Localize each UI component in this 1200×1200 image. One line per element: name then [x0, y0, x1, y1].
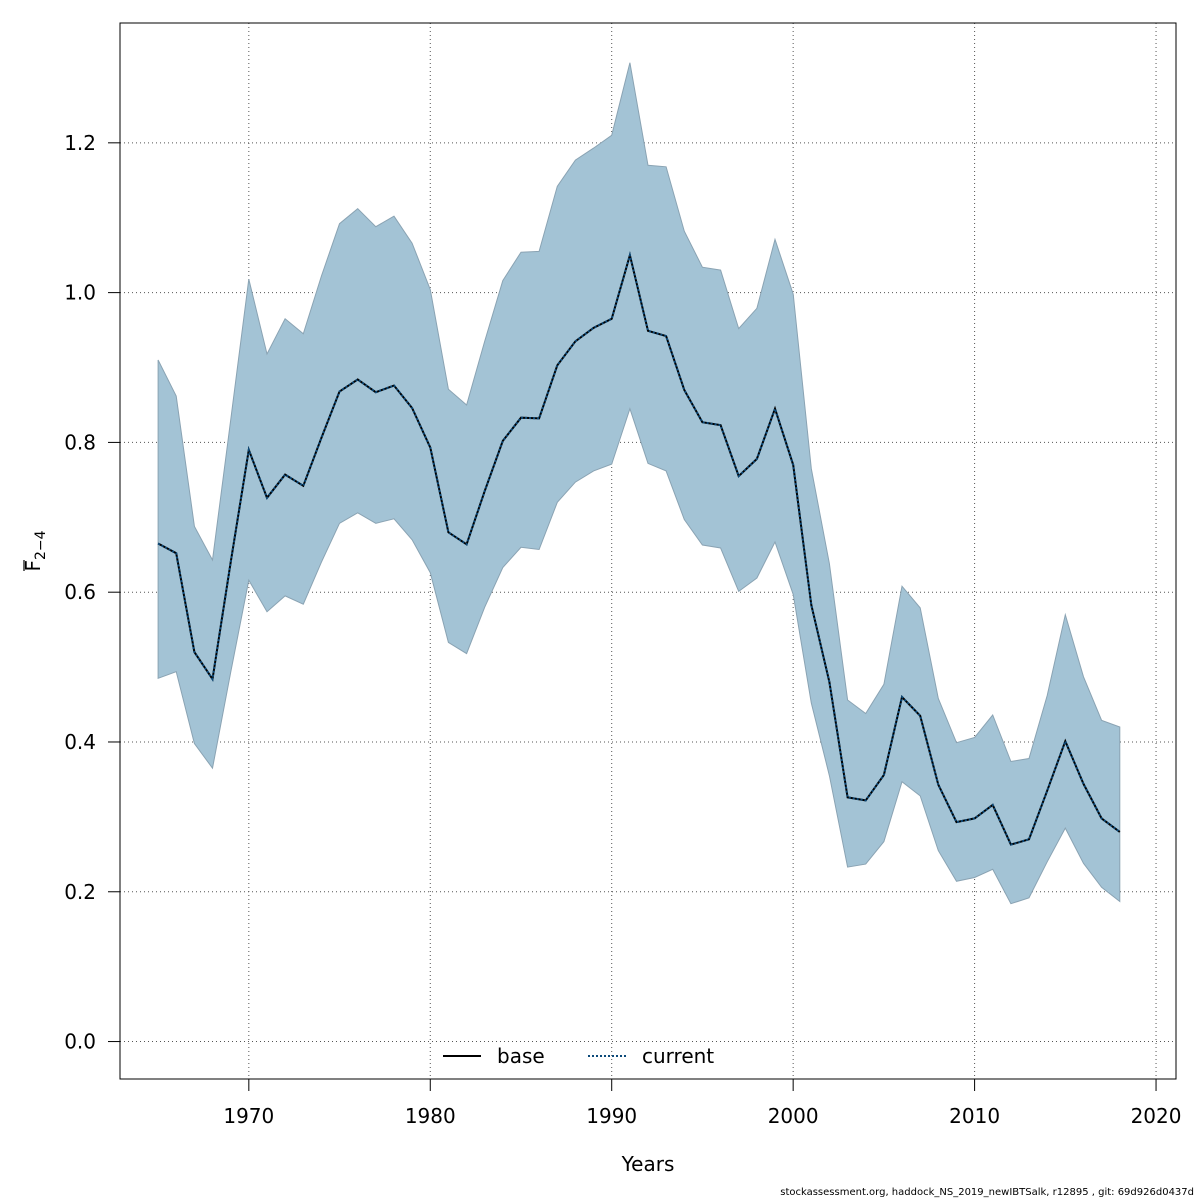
legend-label-base: base — [497, 1044, 545, 1068]
y-tick-label: 1.0 — [64, 281, 96, 305]
legend-label-current: current — [642, 1044, 714, 1068]
x-tick-label: 1990 — [586, 1104, 637, 1128]
footer-note: stockassessment.org, haddock_NS_2019_new… — [780, 1187, 1194, 1198]
y-tick-label: 0.2 — [64, 880, 96, 904]
y-axis-title-text: F2−4 — [21, 530, 49, 571]
y-axis: 0.0 0.2 0.4 0.6 0.8 1.0 1.2 — [64, 131, 121, 1054]
confidence-band-layer — [157, 62, 1121, 905]
y-tick-label: 0.6 — [64, 580, 96, 604]
y-tick-label: 1.2 — [64, 131, 96, 155]
x-axis: 1970 1980 1990 2000 2010 2020 — [223, 1078, 1182, 1128]
x-tick-label: 1970 — [223, 1104, 274, 1128]
x-tick-label: 2010 — [949, 1104, 1000, 1128]
y-axis-title-main: F — [21, 560, 45, 572]
x-tick-label: 1980 — [405, 1104, 456, 1128]
x-tick-label: 2020 — [1131, 1104, 1182, 1128]
y-axis-title: F2−4 — [21, 530, 49, 571]
y-tick-label: 0.4 — [64, 730, 96, 754]
series-lines-layer — [157, 251, 1121, 846]
y-tick-label: 0.0 — [64, 1030, 96, 1054]
y-tick-label: 0.8 — [64, 430, 96, 454]
confidence-band — [157, 62, 1121, 905]
y-axis-title-subscript: 2−4 — [33, 530, 49, 560]
series-line-current — [157, 251, 1121, 846]
legend: base current — [443, 1044, 714, 1068]
x-axis-title: Years — [621, 1152, 675, 1176]
x-tick-label: 2000 — [768, 1104, 819, 1128]
